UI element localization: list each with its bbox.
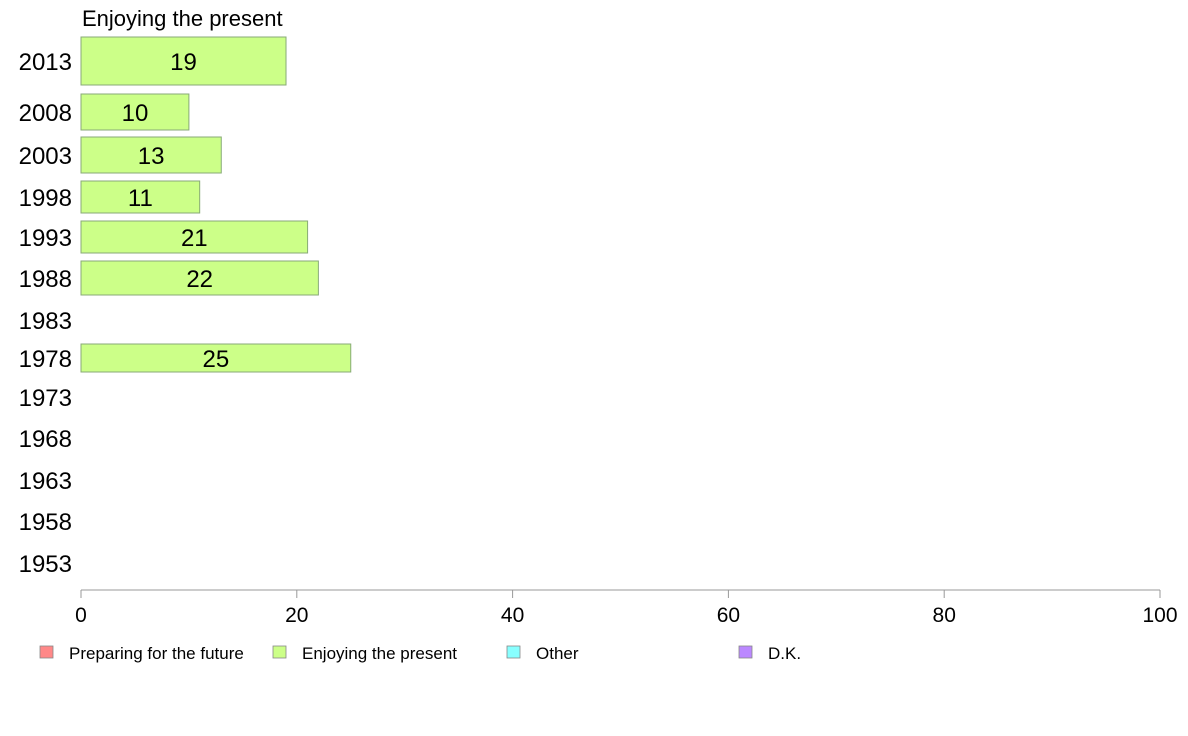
y-tick-label: 1998: [19, 185, 72, 212]
x-axis-ticks: 0 20 40 60 80 100: [75, 590, 1178, 627]
bar-value-label: 25: [203, 346, 230, 373]
y-tick-label: 1983: [19, 308, 72, 335]
legend-swatch: [506, 645, 521, 659]
bar-value-label: 19: [170, 49, 197, 76]
bar: [80, 93, 190, 131]
bar: [80, 220, 309, 254]
legend: Preparing for the future Enjoying the pre…: [39, 644, 801, 663]
legend-swatch: [738, 645, 753, 659]
y-tick-label: 2003: [19, 143, 72, 170]
bars-group: 19 10 13 11 21 22 25: [80, 36, 352, 373]
legend-label: Preparing for the future: [69, 644, 244, 663]
y-tick-label: 1973: [19, 385, 72, 412]
y-tick-label: 1958: [19, 509, 72, 536]
x-tick-label: 0: [75, 604, 87, 627]
legend-label: Enjoying the present: [302, 644, 457, 663]
bar: [80, 136, 222, 174]
bar: [80, 180, 201, 214]
y-tick-label: 1968: [19, 426, 72, 453]
x-tick-label: 40: [501, 604, 524, 627]
y-tick-label: 1963: [19, 468, 72, 495]
legend-swatch: [39, 645, 54, 659]
y-tick-label: 2008: [19, 100, 72, 127]
y-tick-label: 2013: [19, 49, 72, 76]
y-tick-label: 1978: [19, 346, 72, 373]
legend-label: Other: [536, 644, 579, 663]
bar-value-label: 11: [128, 185, 153, 212]
y-axis-labels: 2013 2008 2003 1998 1993 1988 1983 1978 1973 1968…: [19, 49, 72, 578]
bar-value-label: 22: [186, 266, 213, 293]
y-tick-label: 1953: [19, 551, 72, 578]
bar-value-label: 13: [138, 143, 165, 170]
y-tick-label: 1988: [19, 266, 72, 293]
x-tick-label: 60: [717, 604, 740, 627]
legend-label: D.K.: [768, 644, 801, 663]
bar-value-label: 21: [181, 225, 208, 252]
chart-title: Enjoying the present: [82, 6, 283, 31]
bar: [80, 260, 319, 296]
x-tick-label: 80: [933, 604, 956, 627]
bar-value-label: 10: [122, 100, 149, 127]
bar: [80, 343, 352, 373]
x-tick-label: 100: [1142, 604, 1177, 627]
bar: [80, 36, 287, 86]
y-tick-label: 1993: [19, 225, 72, 252]
x-tick-label: 20: [285, 604, 308, 627]
legend-swatch: [272, 645, 287, 659]
